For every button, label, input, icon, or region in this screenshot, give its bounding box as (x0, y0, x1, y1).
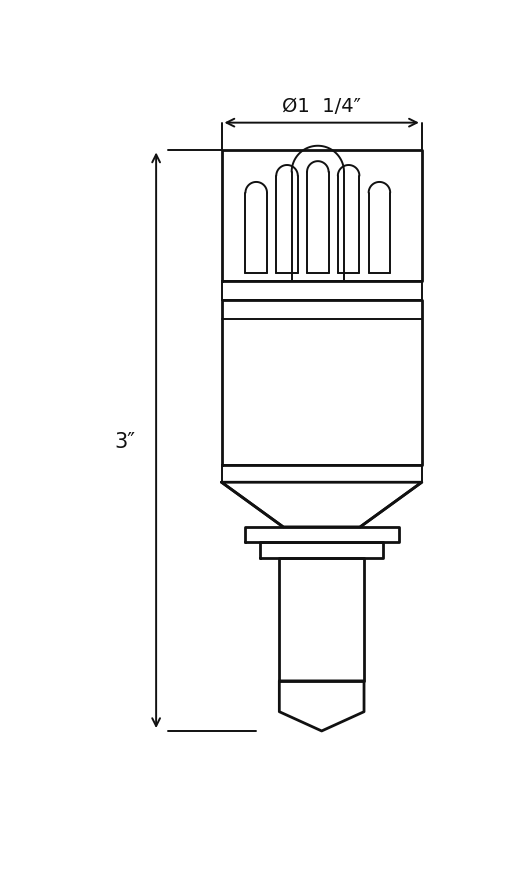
Text: Ø1  1/4″: Ø1 1/4″ (282, 96, 361, 116)
Text: 3″: 3″ (115, 431, 136, 451)
